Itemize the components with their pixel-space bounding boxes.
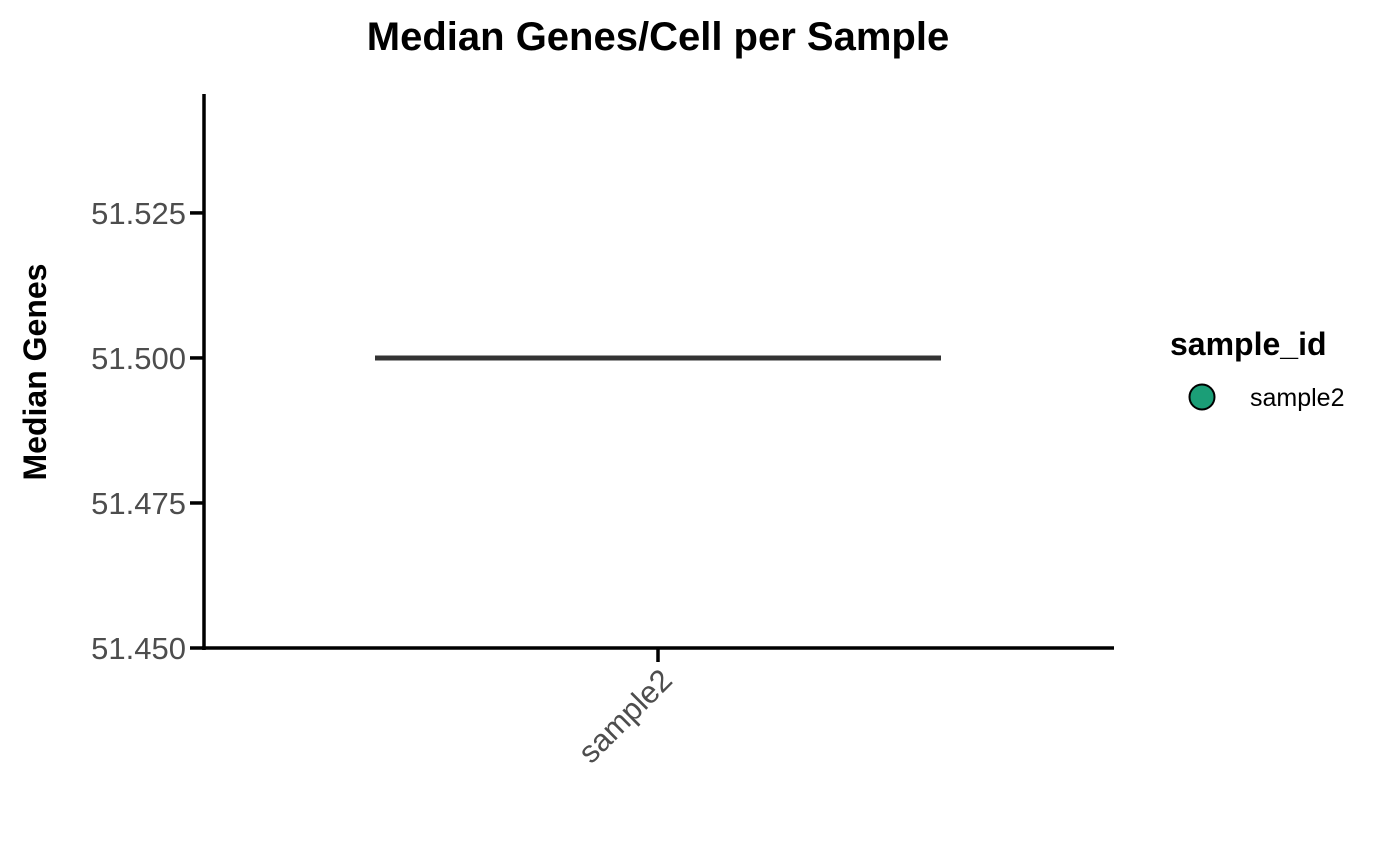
y-tick-label: 51.525 [91, 196, 186, 231]
legend: sample_id sample2 [1170, 326, 1345, 412]
legend-entries: sample2 [1188, 383, 1345, 412]
legend-marker [1188, 383, 1216, 411]
x-tick-label: sample2 [571, 662, 679, 770]
y-tick-label: 51.450 [91, 631, 186, 666]
legend-label: sample2 [1250, 384, 1345, 412]
y-tick-label: 51.475 [91, 486, 186, 521]
y-axis-title: Median Genes [17, 264, 53, 481]
chart-title: Median Genes/Cell per Sample [367, 15, 949, 59]
y-tick-label: 51.500 [91, 341, 186, 376]
y-ticks: 51.450 51.475 51.500 51.525 [91, 196, 204, 666]
x-ticks: sample2 [571, 648, 679, 770]
legend-title: sample_id [1170, 326, 1327, 362]
